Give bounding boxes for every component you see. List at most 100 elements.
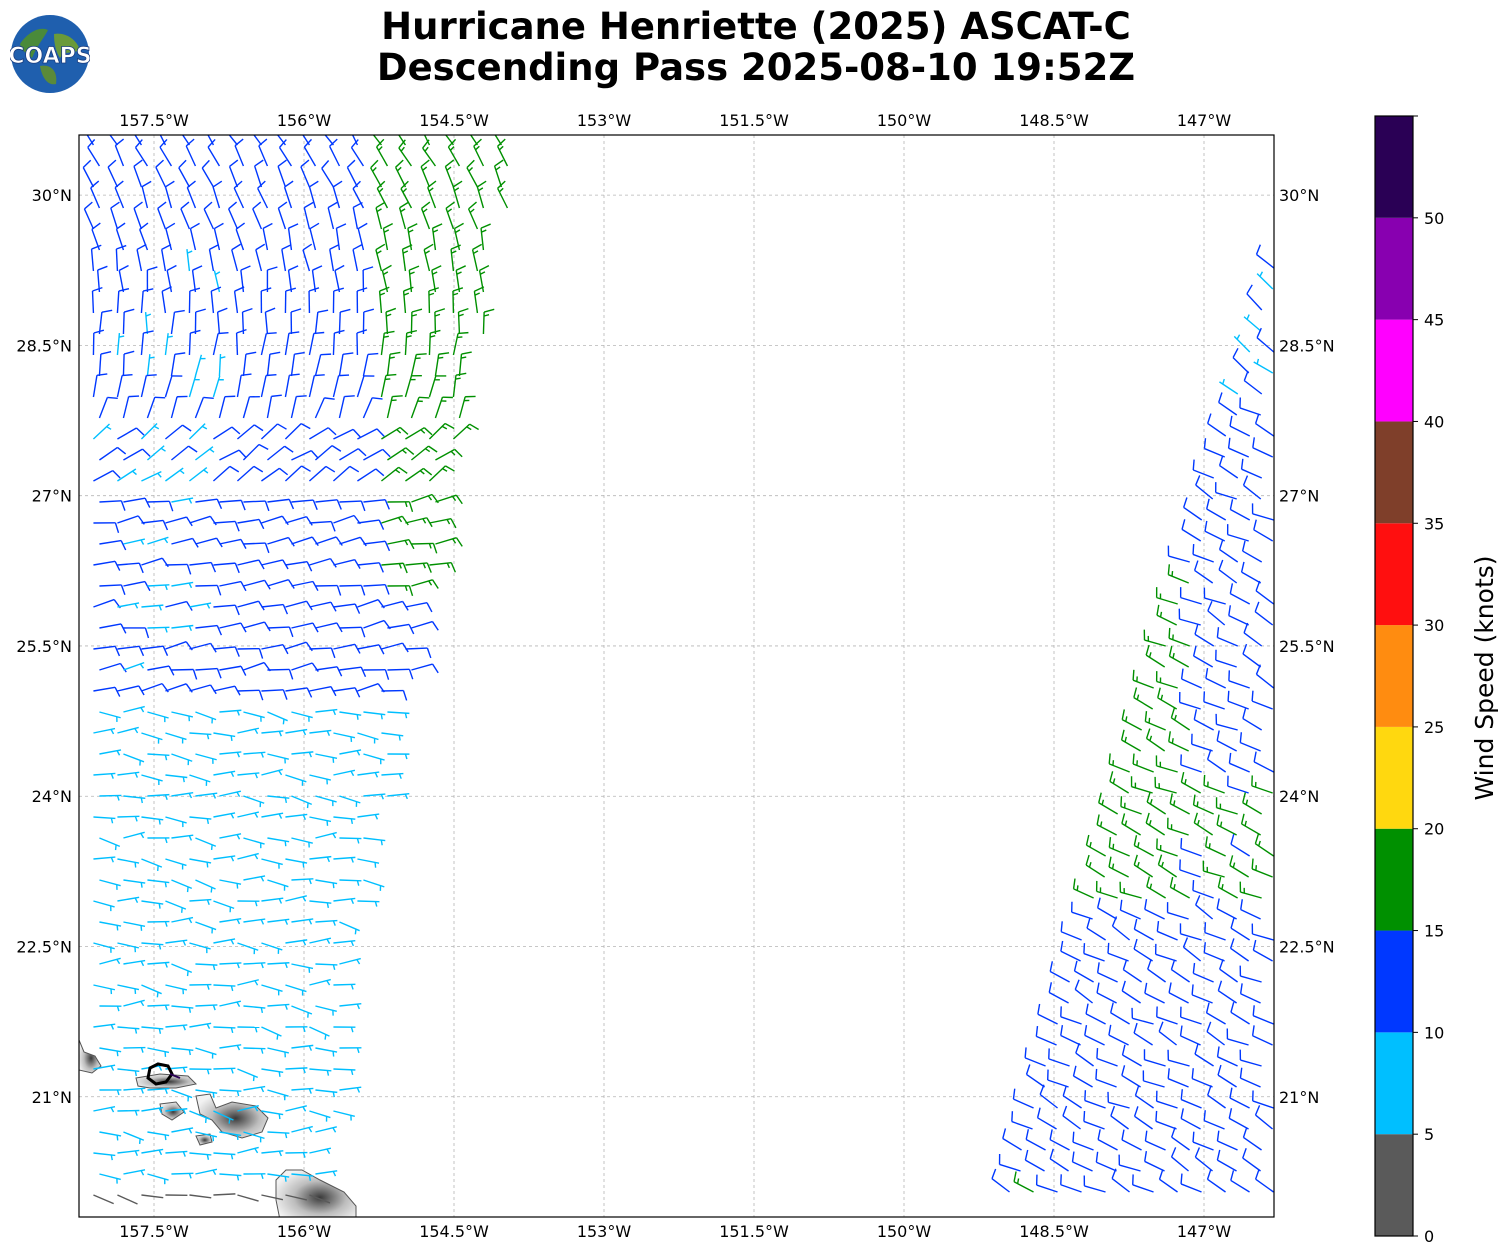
wind-barb (1096, 1048, 1118, 1067)
wind-barb (228, 135, 238, 146)
wind-barb (93, 1152, 116, 1161)
wind-barb (170, 309, 185, 335)
wind-barb (267, 918, 290, 925)
wind-barb (357, 813, 380, 820)
lat-tick-label-right: 22.5°N (1279, 938, 1335, 957)
wind-barb (109, 135, 118, 146)
wind-barb (339, 1003, 362, 1010)
wind-barb (387, 753, 410, 760)
wind-barb (429, 561, 457, 573)
wind-barb (308, 287, 320, 314)
wind-barb (117, 1026, 140, 1034)
wind-barb (261, 1150, 284, 1157)
wind-barb (410, 445, 438, 461)
wind-barb (429, 517, 457, 529)
wind-barb (237, 600, 265, 611)
lon-tick-label-top: 150°W (877, 111, 932, 130)
wind-barb (261, 984, 283, 996)
wind-barb (405, 602, 433, 613)
wind-barb (234, 138, 245, 167)
wind-barb (219, 665, 247, 676)
wind-barb (315, 1047, 338, 1057)
wind-barb (1013, 1171, 1034, 1193)
wind-barb (1167, 545, 1190, 563)
wind-barb (1226, 1028, 1249, 1046)
wind-barb (1205, 667, 1226, 689)
wind-barb (83, 201, 95, 230)
wind-barb (291, 499, 318, 511)
wind-barb (164, 180, 175, 209)
lon-tick-label-top: 147°W (1177, 111, 1232, 130)
wind-barb (1155, 1110, 1177, 1130)
wind-barb (237, 1104, 259, 1112)
wind-barb (1240, 899, 1261, 920)
wind-barb (1143, 629, 1166, 647)
wind-barb (370, 159, 383, 188)
wind-barb (496, 138, 509, 167)
wind-barb (189, 1194, 212, 1199)
wind-barb (332, 374, 350, 398)
wind-barb (139, 222, 149, 251)
wind-barb (381, 642, 409, 653)
lon-tick-label-top: 157.5°W (119, 111, 189, 130)
wind-barb (303, 138, 317, 167)
wind-barb (1133, 938, 1153, 962)
wind-barb (309, 937, 332, 944)
wind-barb (1035, 1025, 1057, 1046)
wind-barb (387, 711, 410, 719)
wind-barb (339, 957, 361, 965)
lat-tick-label-left: 27°N (32, 487, 72, 506)
lat-tick-label-right: 24°N (1279, 787, 1319, 806)
wind-barb (161, 286, 172, 314)
wind-barb (329, 138, 341, 167)
colorbar-bin (1375, 726, 1413, 829)
wind-barb (308, 331, 325, 356)
wind-barb (243, 500, 270, 512)
wind-barb (1119, 881, 1142, 899)
wind-barb (315, 1170, 338, 1177)
wind-barb (1239, 1049, 1262, 1067)
wind-barb (164, 424, 192, 440)
wind-barb (372, 135, 382, 146)
wind-barb (141, 519, 169, 531)
wind-barb (386, 395, 403, 419)
wind-barb (99, 1047, 122, 1057)
wind-barb (308, 374, 325, 398)
lon-tick-label-bottom: 151.5°W (719, 1222, 789, 1241)
wind-barb (195, 837, 217, 851)
wind-barb (381, 600, 409, 611)
wind-barb (1156, 604, 1178, 626)
wind-barb (339, 584, 366, 596)
wind-barb (1203, 1110, 1225, 1130)
oahu-island (79, 1039, 102, 1074)
wind-barb (1133, 918, 1154, 941)
wind-barb (1215, 713, 1238, 731)
wind-barb (1229, 855, 1249, 878)
wind-barb (93, 469, 121, 482)
wind-barb (188, 287, 201, 314)
wind-barb (266, 394, 282, 419)
wind-barb (1011, 1111, 1033, 1130)
colorbar-bin (1375, 1032, 1413, 1135)
wind-barb (1109, 1002, 1130, 1025)
wind-barb (1062, 1085, 1082, 1109)
wind-barb (1075, 1042, 1094, 1067)
wind-barb (1166, 902, 1189, 920)
wind-barb (1218, 539, 1239, 563)
wind-barb (444, 159, 455, 188)
wind-barb (302, 135, 311, 146)
wind-barb (447, 138, 461, 167)
colorbar-bin (1375, 319, 1413, 422)
wind-barb (357, 858, 380, 868)
wind-barb (278, 139, 293, 167)
wind-barb (1121, 813, 1142, 836)
wind-barb (140, 288, 154, 314)
wind-barb (1206, 1021, 1225, 1046)
wind-barb (117, 645, 145, 657)
wind-barb (1241, 540, 1263, 563)
colorbar-bins (1374, 115, 1414, 1237)
wind-barb (1122, 959, 1142, 983)
wind-barb (195, 879, 216, 893)
colorbar-bin (1375, 421, 1413, 524)
wind-barb (309, 816, 332, 826)
